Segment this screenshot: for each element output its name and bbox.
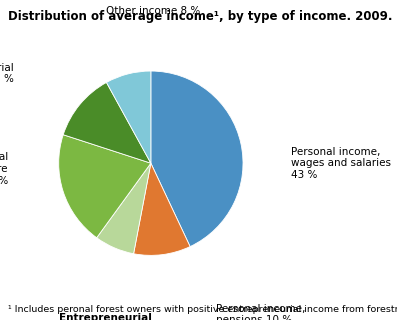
- Text: Personal income,
pensions 10 %: Personal income, pensions 10 %: [216, 304, 306, 320]
- Wedge shape: [97, 163, 151, 254]
- Wedge shape: [134, 163, 190, 255]
- Text: Personal income,
wages and salaries
43 %: Personal income, wages and salaries 43 %: [291, 147, 391, 180]
- Text: Distribution of average income¹, by type of income. 2009. Per cent: Distribution of average income¹, by type…: [8, 10, 397, 23]
- Text: Other income 8 %: Other income 8 %: [106, 6, 200, 16]
- Text: Entrepreneurial
income forestry 7 %: Entrepreneurial income forestry 7 %: [46, 313, 165, 320]
- Text: Other entreprenurial
income 12 %: Other entreprenurial income 12 %: [0, 62, 14, 84]
- Text: ¹ Includes peronal forest owners with positive entrepreneurial income from fores: ¹ Includes peronal forest owners with po…: [8, 305, 397, 314]
- Wedge shape: [151, 71, 243, 247]
- Wedge shape: [59, 135, 151, 238]
- Wedge shape: [63, 83, 151, 163]
- Wedge shape: [106, 71, 151, 163]
- Text: Entrepreneurial
income agriculture
20 %: Entrepreneurial income agriculture 20 %: [0, 152, 8, 186]
